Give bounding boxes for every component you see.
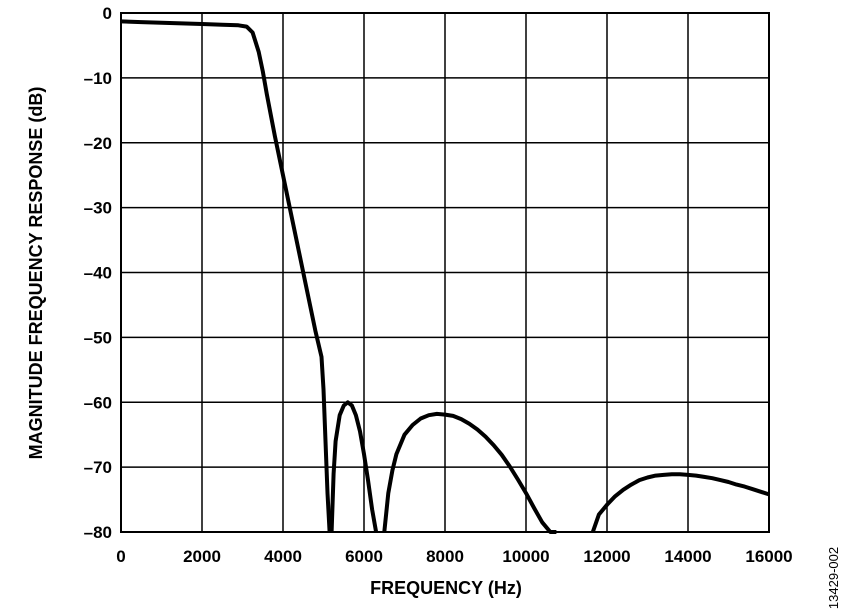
- x-tick-label: 16000: [745, 547, 792, 566]
- x-tick-label: 4000: [264, 547, 302, 566]
- y-tick-labels: 0 –10 –20 –30 –40 –50 –60 –70 –80: [84, 4, 112, 542]
- y-tick-label: –40: [84, 264, 112, 283]
- x-tick-label: 10000: [502, 547, 549, 566]
- x-axis-label: FREQUENCY (Hz): [370, 578, 522, 598]
- y-tick-label: –80: [84, 523, 112, 542]
- response-curve-segment: [382, 411, 557, 534]
- y-axis-label: MAGNITUDE FREQUENCY RESPONSE (dB): [26, 87, 46, 460]
- x-tick-labels: 0 2000 4000 6000 8000 10000 12000 14000 16000: [116, 547, 792, 566]
- figure-id: 13429-002: [826, 547, 841, 609]
- x-tick-label: 2000: [183, 547, 221, 566]
- y-tick-label: –20: [84, 134, 112, 153]
- y-tick-label: –60: [84, 393, 112, 412]
- plot-frame: [120, 12, 770, 533]
- response-curve-segment: [120, 19, 332, 533]
- response-curve-segment: [329, 400, 379, 533]
- response-curve: [120, 19, 770, 534]
- y-tick-label: –70: [84, 458, 112, 477]
- x-tick-label: 0: [116, 547, 125, 566]
- response-curve-segment: [590, 472, 770, 533]
- x-tick-label: 12000: [583, 547, 630, 566]
- x-tick-label: 14000: [664, 547, 711, 566]
- y-tick-label: 0: [103, 4, 112, 23]
- y-tick-label: –50: [84, 328, 112, 347]
- grid-lines: [120, 12, 770, 533]
- x-tick-label: 6000: [345, 547, 383, 566]
- y-tick-label: –10: [84, 69, 112, 88]
- y-tick-label: –30: [84, 199, 112, 218]
- x-tick-label: 8000: [426, 547, 464, 566]
